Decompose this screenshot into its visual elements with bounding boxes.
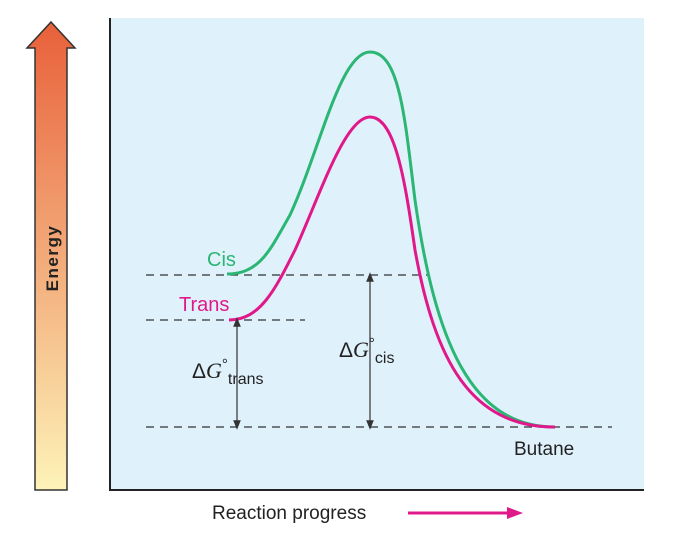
energy-arrow [25,20,77,491]
energy-label: Energy [43,225,62,292]
plot-area [110,18,644,490]
delta-g-cis-label: ΔG°cis [339,335,394,367]
trans-curve [228,115,556,429]
cis-curve [226,50,556,429]
cis-label: Cis [207,249,236,271]
trans-label: Trans [179,294,229,316]
reaction-progress-arrow-head [507,507,523,519]
reaction-progress-label: Reaction progress [212,503,366,524]
delta-g-trans-label: ΔG°trans [192,356,264,388]
butane-label: Butane [514,439,574,460]
